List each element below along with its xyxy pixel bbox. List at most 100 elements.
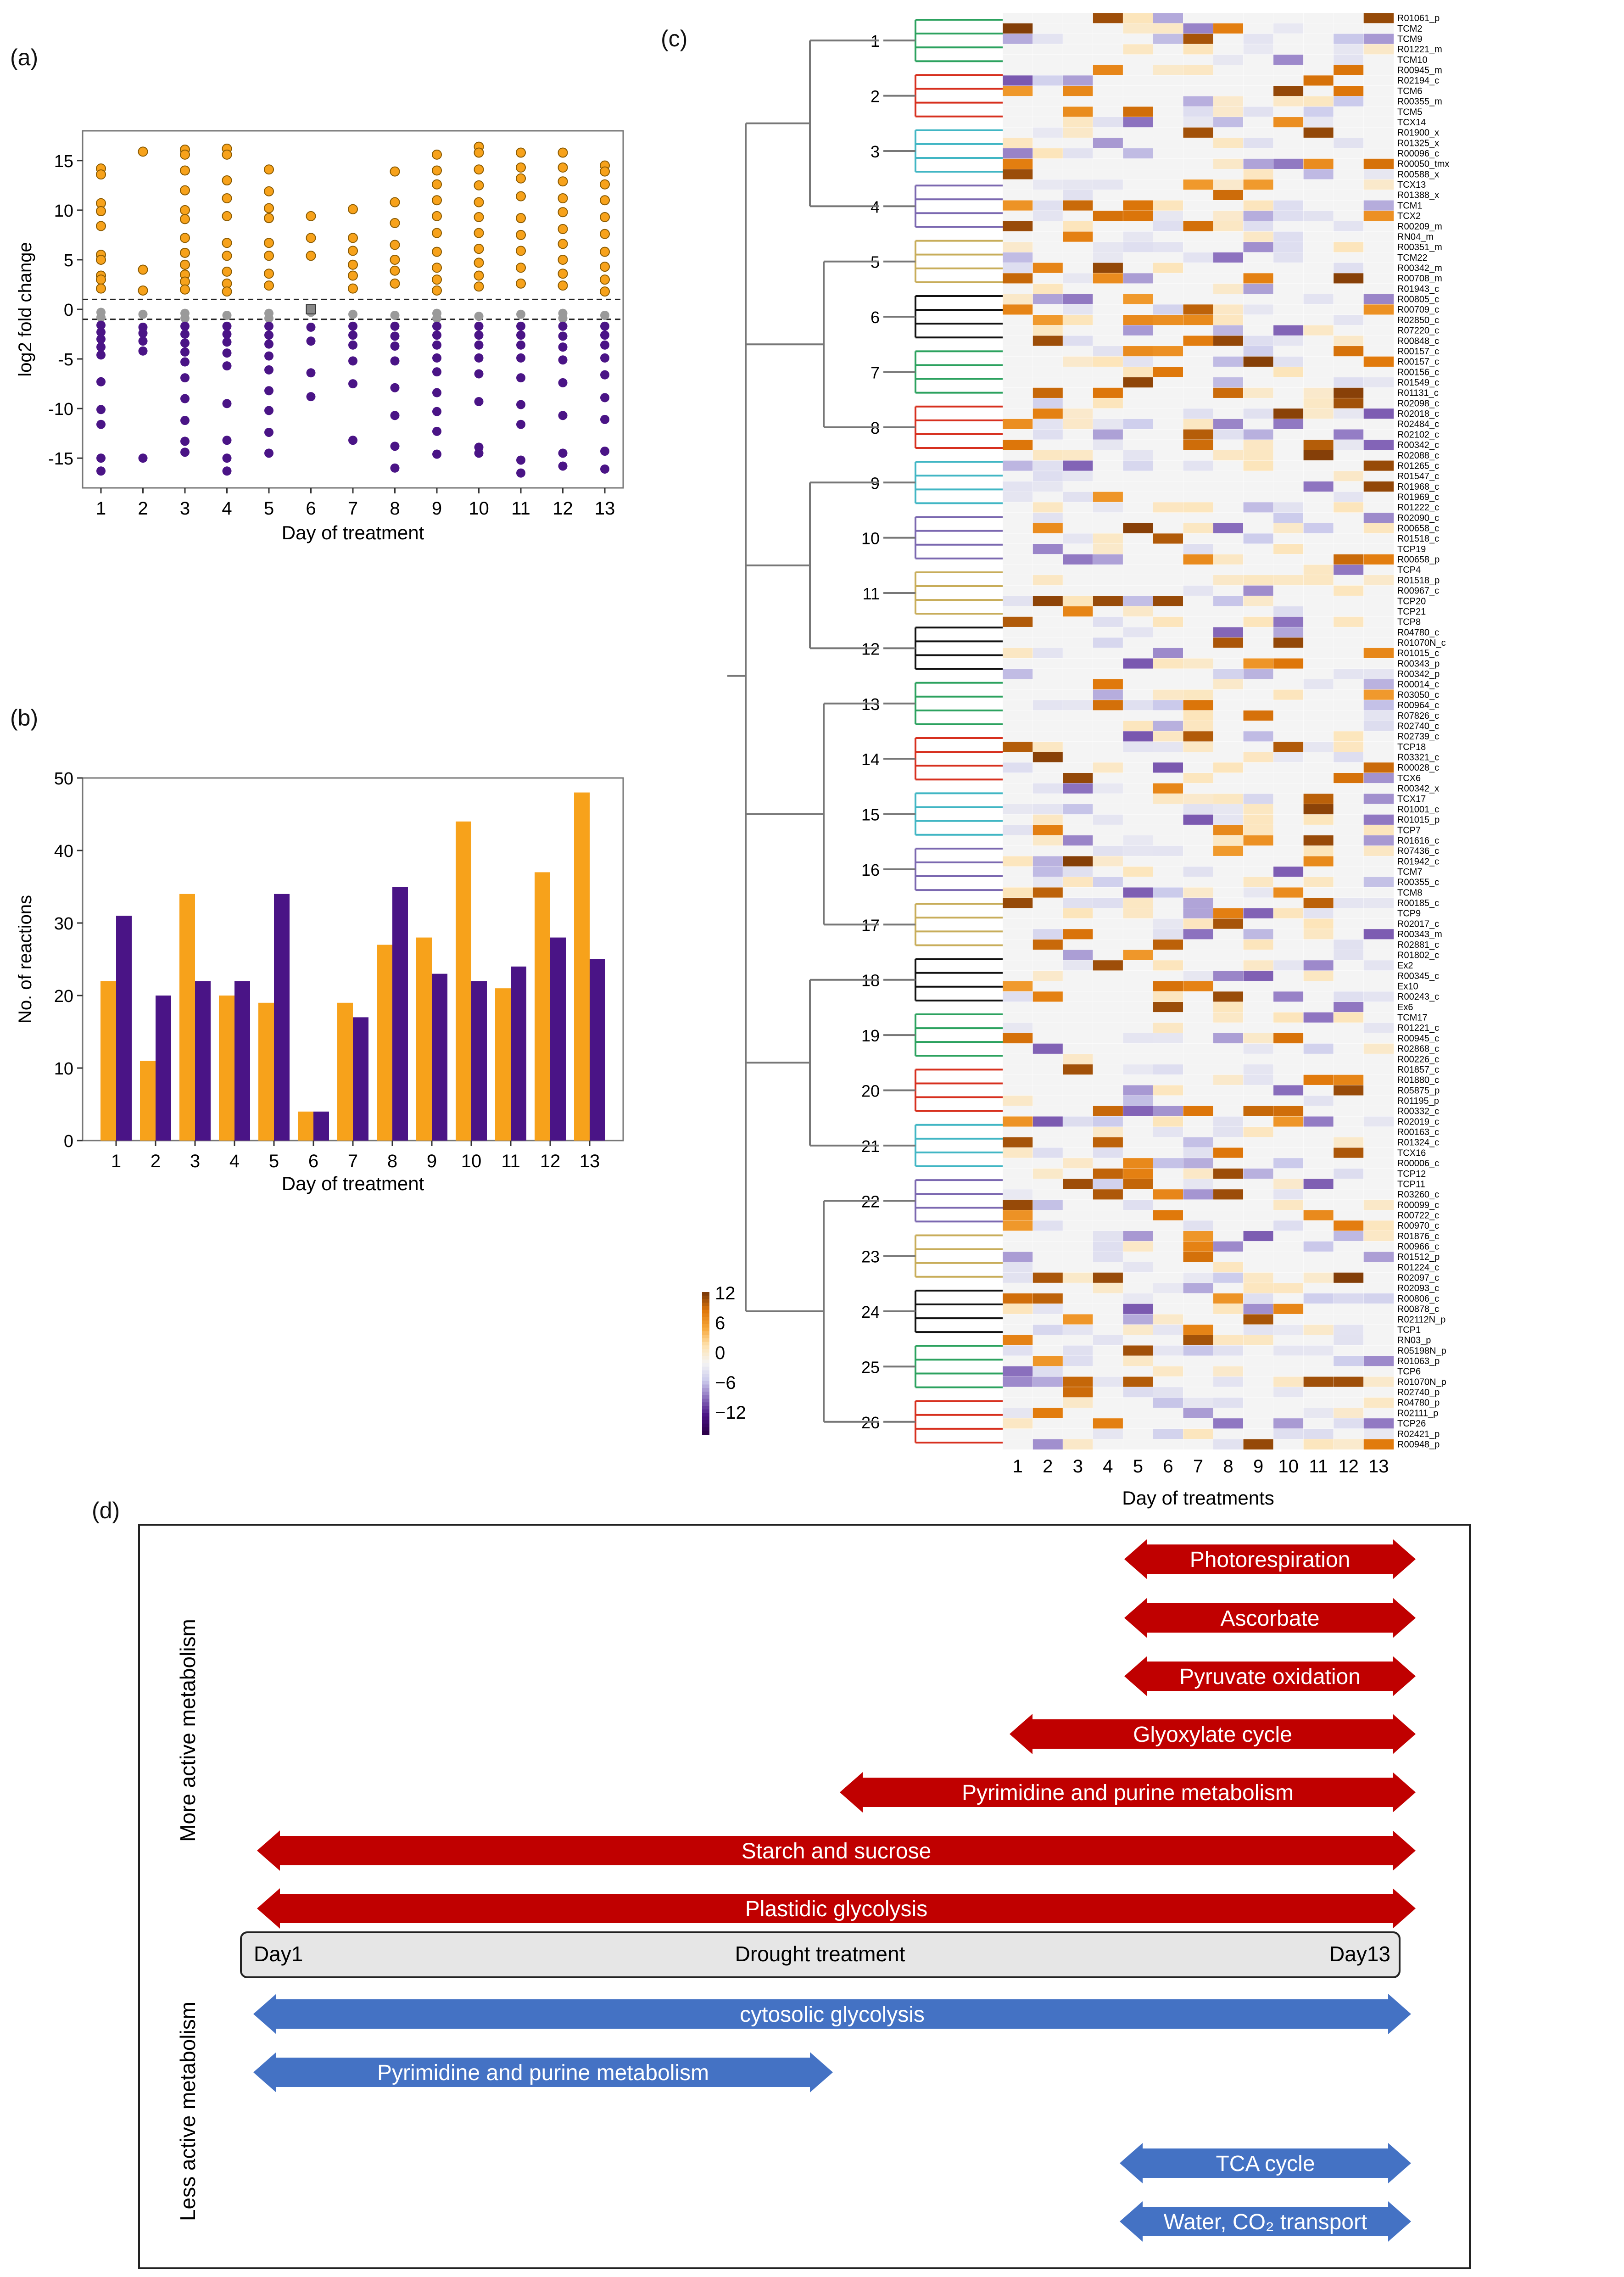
heatmap-cell xyxy=(1062,439,1094,451)
side-label-bottom: Less active metabolism xyxy=(176,2002,200,2221)
heatmap-cell xyxy=(1183,1053,1214,1065)
heatmap-cell xyxy=(1213,1251,1244,1263)
heatmap-cell xyxy=(1122,419,1154,430)
heatmap-cell xyxy=(1333,346,1364,357)
heatmap-cell xyxy=(1363,804,1394,815)
heatmap-cell xyxy=(1303,668,1334,680)
x-tick-label: 12 xyxy=(540,1151,561,1171)
data-point xyxy=(306,368,316,378)
heatmap-cell xyxy=(1303,1366,1334,1377)
heatmap-cell xyxy=(1093,1345,1123,1356)
heatmap-cell xyxy=(1032,65,1063,76)
heatmap-cell xyxy=(1032,1408,1063,1419)
data-point xyxy=(180,347,190,357)
heatmap-cell xyxy=(1093,1397,1123,1408)
heatmap-cell xyxy=(1062,252,1094,263)
heatmap-cell xyxy=(1213,1137,1244,1148)
heatmap-cell xyxy=(1213,679,1244,690)
heatmap-cell xyxy=(1093,419,1123,430)
heatmap-cell xyxy=(1032,200,1063,211)
heatmap-cell xyxy=(1183,221,1214,232)
heatmap-cell xyxy=(1122,918,1154,929)
heatmap-cell xyxy=(1002,918,1033,929)
heatmap-cell xyxy=(1183,554,1214,565)
heatmap-cell xyxy=(1093,1408,1123,1419)
x-tick-label: 7 xyxy=(348,498,358,519)
heatmap-cell xyxy=(1122,1418,1154,1429)
heatmap-cell xyxy=(1093,231,1123,242)
data-point xyxy=(516,420,525,429)
heatmap-cell xyxy=(1093,762,1123,773)
heatmap-cell xyxy=(1243,1304,1274,1315)
heatmap-cell xyxy=(1093,1231,1123,1242)
heatmap-cell xyxy=(1093,595,1123,607)
row-label: R00099_c xyxy=(1397,1200,1439,1210)
heatmap-cell xyxy=(1002,606,1033,617)
heatmap-cell xyxy=(1303,168,1334,180)
heatmap-cell xyxy=(1122,470,1154,482)
heatmap-cell xyxy=(1062,127,1094,138)
heatmap-cell xyxy=(1303,231,1334,242)
heatmap-cell xyxy=(1243,85,1274,97)
data-point xyxy=(180,330,190,339)
heatmap-cell xyxy=(1303,1324,1334,1336)
heatmap-cell xyxy=(1062,1231,1094,1242)
data-point xyxy=(600,212,610,223)
heatmap-cell xyxy=(1243,1168,1274,1179)
heatmap-cell xyxy=(1093,1022,1123,1034)
heatmap-cell xyxy=(1153,637,1183,649)
data-point xyxy=(138,285,148,296)
heatmap-cell xyxy=(1273,1001,1304,1013)
heatmap-cell xyxy=(1002,1408,1033,1419)
heatmap-cell xyxy=(1273,1335,1304,1346)
heatmap-cell xyxy=(1032,492,1063,503)
heatmap-cell xyxy=(1213,231,1244,242)
heatmap-cell xyxy=(1002,1043,1033,1054)
heatmap-cell xyxy=(1363,481,1394,492)
heatmap-cell xyxy=(1153,1241,1183,1252)
heatmap-cell xyxy=(1002,616,1033,627)
row-label: R00966_c xyxy=(1397,1242,1439,1252)
bar-decreased xyxy=(116,916,132,1141)
heatmap-cell xyxy=(1213,637,1244,649)
heatmap-cell xyxy=(1093,1355,1123,1367)
heatmap-cell xyxy=(1093,346,1123,357)
heatmap-cell xyxy=(1093,470,1123,482)
heatmap-cell xyxy=(1333,210,1364,222)
heatmap-cell xyxy=(1093,1033,1123,1044)
heatmap-cell xyxy=(1153,1262,1183,1273)
heatmap-cell xyxy=(1213,814,1244,825)
heatmap-cell xyxy=(1153,543,1183,555)
heatmap-cell xyxy=(1093,533,1123,544)
heatmap-cell xyxy=(1333,668,1364,680)
heatmap-cell xyxy=(1062,460,1094,471)
column-label: 1 xyxy=(1013,1456,1023,1477)
heatmap-cell xyxy=(1243,283,1274,295)
heatmap-cell xyxy=(1032,460,1063,471)
heatmap-cell xyxy=(1062,1376,1094,1387)
upregulated-arrow xyxy=(1124,1598,1416,1638)
data-point xyxy=(264,448,273,458)
data-point xyxy=(390,254,400,265)
row-label: R01221_m xyxy=(1397,45,1442,55)
heatmap-cell xyxy=(1213,408,1244,420)
heatmap-cell xyxy=(1183,1272,1214,1283)
heatmap-cell xyxy=(1183,1147,1214,1158)
heatmap-cell xyxy=(1093,481,1123,492)
heatmap-cell xyxy=(1032,721,1063,732)
data-point xyxy=(222,238,232,248)
heatmap-cell xyxy=(1273,1106,1304,1117)
heatmap-cell xyxy=(1303,648,1334,659)
heatmap-cell xyxy=(1273,1022,1304,1034)
data-point xyxy=(558,378,568,387)
heatmap-cell xyxy=(1363,1053,1394,1065)
row-label: R00342_c xyxy=(1397,440,1439,450)
data-point xyxy=(96,274,106,285)
heatmap-cell xyxy=(1333,1210,1364,1221)
y-tick-label: 10 xyxy=(54,1059,73,1079)
heatmap-cell xyxy=(1273,1189,1304,1200)
heatmap-cell xyxy=(1062,137,1094,149)
heatmap-cell xyxy=(1333,1199,1364,1210)
heatmap-cell xyxy=(1153,314,1183,326)
heatmap-cell xyxy=(1093,252,1123,263)
